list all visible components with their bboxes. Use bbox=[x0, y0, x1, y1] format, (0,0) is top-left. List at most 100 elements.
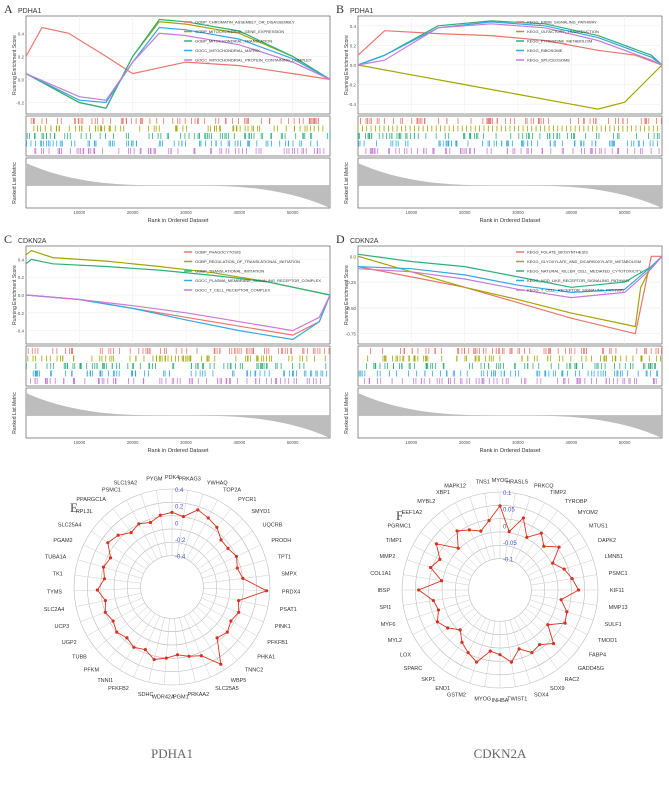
radar-point bbox=[517, 647, 521, 651]
radar-spoke bbox=[101, 518, 150, 566]
radar-point bbox=[417, 588, 421, 592]
es-line-2 bbox=[357, 64, 663, 110]
radar-point bbox=[467, 528, 471, 532]
radar-point bbox=[115, 630, 119, 634]
radar-point bbox=[434, 542, 439, 546]
y-tick-label: -0.25 bbox=[346, 280, 357, 285]
legend-label: KEGG_T_CELL_RECEPTOR_SIGNALING_PATHWAY bbox=[527, 288, 625, 293]
radar-point bbox=[181, 514, 186, 519]
radar-spoke bbox=[174, 618, 181, 685]
radar-category-label: TUBA1A bbox=[45, 554, 67, 560]
legend-label: GOBP_CHROMATIN_ASSEMBLY_OR_DISASSEMBLY bbox=[195, 20, 295, 25]
radar-category-label: HRASLS bbox=[506, 479, 528, 485]
hit-plot-frame bbox=[25, 345, 331, 387]
radar-spoke bbox=[83, 544, 144, 574]
radar-category-label: MYBL2 bbox=[417, 499, 435, 505]
radar-spoke bbox=[525, 532, 580, 572]
radar-category-label: TK1 bbox=[53, 572, 63, 578]
radar-point bbox=[241, 576, 245, 581]
legend-label: KEGG_OLFACTORY_TRANSDUCTION bbox=[527, 29, 599, 34]
radar-category-label: PGM1 bbox=[173, 695, 189, 701]
radar-point bbox=[148, 520, 153, 525]
radar-spoke bbox=[403, 594, 470, 606]
legend-label: KEGG_PYRIMIDINE_METABOLISM bbox=[527, 39, 592, 44]
radar-category-label: XBP1 bbox=[436, 490, 450, 496]
radar-point bbox=[507, 530, 511, 534]
x-tick-label: 50000 bbox=[619, 210, 631, 215]
y-tick-label: -0.75 bbox=[346, 332, 357, 337]
radar-spoke bbox=[80, 597, 143, 622]
radar-category-label: PFKFB1 bbox=[267, 640, 288, 646]
x-tick-label: 30000 bbox=[512, 440, 524, 445]
radar-spoke bbox=[75, 593, 142, 607]
radar-point bbox=[458, 628, 462, 632]
radar-point bbox=[226, 546, 230, 550]
radar-spoke bbox=[484, 620, 496, 687]
radar-spoke bbox=[469, 496, 491, 561]
y-tick-label: 0.0 bbox=[18, 293, 25, 298]
radar-spoke bbox=[197, 531, 253, 570]
radar-series-line bbox=[417, 504, 580, 663]
y-tick-label: 0.4 bbox=[18, 31, 25, 36]
radar-point bbox=[474, 660, 479, 664]
radar-category-label: UGP2 bbox=[62, 640, 77, 646]
radar-category-label: PSAT1 bbox=[280, 607, 297, 613]
y-axis-label: Running Enrichment Score bbox=[12, 265, 18, 325]
radar-category-label: SLC25A5 bbox=[215, 686, 239, 692]
x-tick-label: 30000 bbox=[180, 210, 192, 215]
radar-category-label: PYGM bbox=[146, 476, 163, 482]
radar-point bbox=[539, 531, 543, 535]
legend-label: GOBP_MITOCHONDRIAL_TRANSLATION bbox=[195, 39, 272, 44]
radar-series-line bbox=[96, 509, 268, 665]
radar-spoke bbox=[518, 510, 558, 565]
radar-category-label: WBP5 bbox=[231, 678, 247, 684]
radar-point bbox=[525, 535, 529, 539]
y-axis-label-metric: Ranked List Metric bbox=[344, 162, 350, 204]
radar-point bbox=[436, 608, 441, 612]
radar-point bbox=[479, 529, 483, 533]
radar-category-label: GADD45G bbox=[578, 666, 604, 672]
x-tick-label: 50000 bbox=[287, 440, 299, 445]
y-tick-label: 0.0 bbox=[18, 77, 25, 82]
radar-point bbox=[428, 565, 433, 570]
ranked-metric-area bbox=[358, 162, 662, 208]
es-line-5 bbox=[25, 294, 331, 332]
radar-category-label: SMYD1 bbox=[251, 509, 270, 515]
radar-spoke bbox=[106, 610, 152, 661]
panel-letter: D bbox=[336, 232, 345, 246]
radar-point bbox=[116, 533, 120, 537]
radar-spoke bbox=[403, 574, 470, 586]
radar-spoke bbox=[181, 493, 204, 558]
y-tick-label: 0.2 bbox=[18, 275, 25, 280]
panel-letter: C bbox=[4, 232, 12, 246]
radar-spoke bbox=[112, 508, 154, 563]
y-tick-label: -0.4 bbox=[16, 329, 24, 334]
radar-point bbox=[234, 554, 239, 559]
radar-tick-label: 0.4 bbox=[175, 488, 184, 494]
es-line-5 bbox=[25, 32, 331, 101]
y-tick-label: -0.2 bbox=[16, 100, 24, 105]
radar-category-label: SPI1 bbox=[379, 605, 391, 611]
radar-category-label: PRKCQ bbox=[534, 483, 554, 489]
radar-spoke bbox=[430, 611, 479, 660]
panel-gene-title: PDHA1 bbox=[350, 8, 373, 15]
x-tick-label: 30000 bbox=[512, 210, 524, 215]
radar-category-label: LMNB1 bbox=[605, 554, 623, 560]
radar-category-label: UCP3 bbox=[54, 624, 69, 630]
radar-category-label: PGAM2 bbox=[53, 538, 72, 544]
radar-spoke bbox=[163, 618, 170, 685]
radar-spoke bbox=[518, 615, 558, 670]
radar-point bbox=[152, 657, 156, 662]
radar-category-label: SOX9 bbox=[550, 686, 565, 692]
legend-label: KEGG_NATURAL_KILLER_CELL_MEDIATED_CYTOTO… bbox=[527, 269, 642, 274]
x-tick-label: 40000 bbox=[234, 440, 246, 445]
radar-spoke bbox=[527, 545, 588, 576]
radar-spoke bbox=[430, 520, 479, 569]
y-tick-label: 0.2 bbox=[350, 43, 357, 48]
radar-category-label: TYROBP bbox=[565, 499, 588, 505]
radar-point bbox=[125, 636, 129, 640]
radar-spoke bbox=[119, 613, 156, 670]
radar-point bbox=[466, 650, 470, 655]
